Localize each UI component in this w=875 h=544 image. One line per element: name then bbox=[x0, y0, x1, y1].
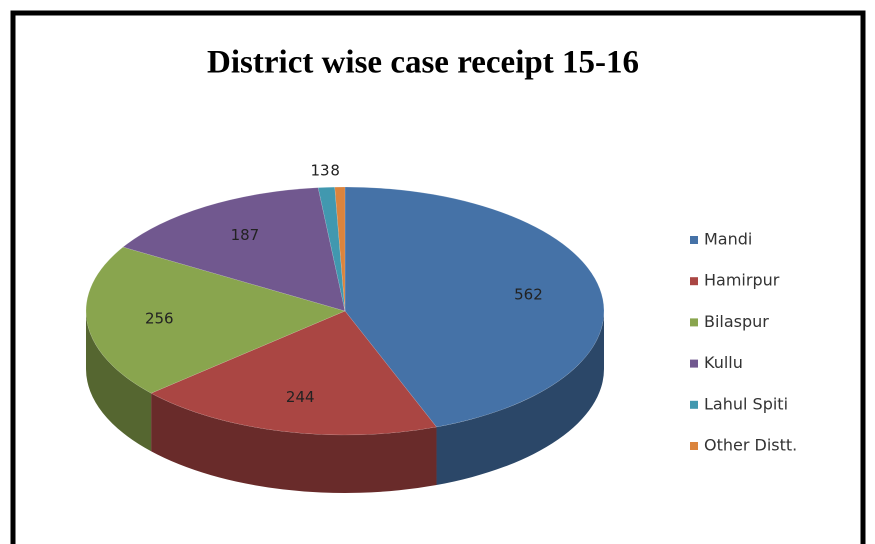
data-label: 13 bbox=[310, 162, 329, 180]
slice bbox=[150, 310, 437, 436]
frame bbox=[10, 10, 866, 544]
legend-swatch bbox=[690, 359, 698, 368]
legend-label: Other Distt. bbox=[704, 436, 797, 455]
slice bbox=[122, 187, 346, 312]
slice bbox=[317, 186, 346, 312]
legend-label: Hamirpur bbox=[704, 271, 780, 290]
legend-label: Mandi bbox=[704, 230, 752, 249]
chart-title: District wise case receipt 15-16 bbox=[207, 45, 639, 81]
slice bbox=[344, 186, 605, 428]
slice bbox=[334, 186, 346, 312]
legend-swatch bbox=[690, 318, 698, 327]
legend-label: Kullu bbox=[704, 353, 743, 372]
data-label: 256 bbox=[145, 310, 174, 328]
legend-swatch bbox=[690, 442, 698, 450]
legend-swatch bbox=[690, 277, 698, 286]
slice-side bbox=[436, 311, 604, 486]
data-label: 187 bbox=[231, 226, 260, 244]
data-label: 244 bbox=[286, 388, 315, 406]
slice-side bbox=[86, 311, 152, 452]
data-label: 8 bbox=[330, 161, 340, 179]
legend-swatch bbox=[690, 400, 698, 409]
legend-label: Bilaspur bbox=[704, 312, 769, 331]
legend-swatch bbox=[690, 236, 698, 244]
slice-side bbox=[151, 393, 437, 493]
slice bbox=[85, 246, 346, 394]
legend-label: Lahul Spiti bbox=[704, 394, 788, 413]
data-label: 562 bbox=[514, 285, 543, 303]
